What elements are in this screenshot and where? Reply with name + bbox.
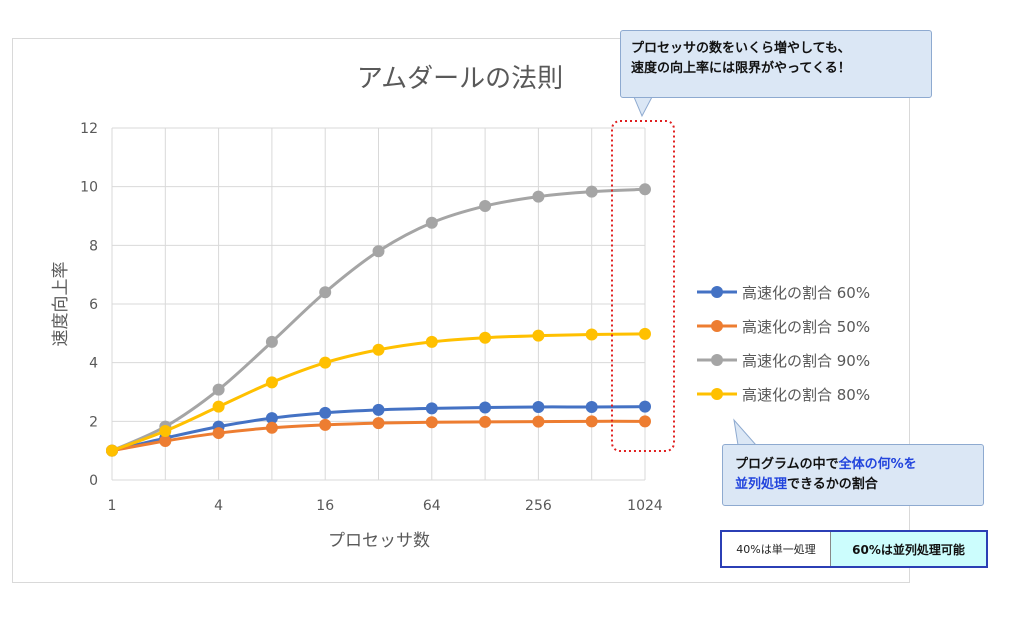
data-point <box>532 329 545 342</box>
legend-label: 高速化の割合 50% <box>742 318 870 336</box>
data-point <box>639 400 651 413</box>
legend: 高速化の割合 60% 高速化の割合 50% 高速化の割合 90% 高速化の割合 80% <box>697 284 870 404</box>
y-tick-label: 12 <box>80 121 98 137</box>
data-point <box>479 331 492 344</box>
data-point <box>425 416 438 429</box>
legend-label: 高速化の割合 90% <box>742 352 870 370</box>
y-axis-label: 速度向上率 <box>51 262 71 347</box>
data-point <box>532 400 545 413</box>
data-point <box>585 328 598 341</box>
data-point <box>639 415 651 428</box>
data-point <box>425 216 438 229</box>
data-point <box>639 327 651 340</box>
data-point <box>212 427 225 440</box>
callout-parallel-ratio: プログラムの中で全体の何%を 並列処理できるかの割合 <box>722 444 984 506</box>
x-tick-label: 1 <box>108 498 117 514</box>
legend-marker <box>711 320 723 332</box>
data-point <box>265 335 278 348</box>
ratio-serial: 40%は単一処理 <box>722 532 831 566</box>
data-point <box>479 401 492 414</box>
ratio-parallel: 60%は並列処理可能 <box>831 532 986 566</box>
x-tick-label: 256 <box>525 498 552 514</box>
y-tick-label: 0 <box>89 473 98 489</box>
data-point <box>372 417 385 430</box>
data-point <box>585 185 598 198</box>
callout-limit-line1: プロセッサの数をいくら増やしても、 <box>631 41 851 56</box>
x-axis-ticks: 1 4 16 64 256 1024 <box>108 498 663 514</box>
data-point <box>319 418 332 431</box>
data-point <box>425 335 438 348</box>
callout-highlight-2: 並列処理 <box>735 477 788 492</box>
limit-highlight-box <box>611 120 675 452</box>
ratio-box: 40%は単一処理 60%は並列処理可能 <box>720 530 988 568</box>
legend-label: 高速化の割合 60% <box>742 284 870 302</box>
series-group <box>106 183 651 457</box>
data-point <box>585 400 598 413</box>
x-axis-label: プロセッサ数 <box>328 531 430 551</box>
data-point <box>372 403 385 416</box>
data-point <box>479 415 492 428</box>
callout-text-pre: プログラムの中で <box>735 457 839 472</box>
data-point <box>212 400 225 413</box>
x-tick-label: 1024 <box>627 498 663 514</box>
callout-text-post: できるかの割合 <box>787 477 878 492</box>
callout-limit-line2: 速度の向上率には限界がやってくる！ <box>631 61 851 76</box>
x-tick-label: 4 <box>214 498 223 514</box>
data-point <box>106 444 118 457</box>
legend-marker <box>711 354 723 366</box>
y-axis-ticks: 0 2 4 6 8 10 12 <box>80 121 98 489</box>
callout-top-tail <box>633 96 653 118</box>
data-point <box>372 343 385 356</box>
callout-bottom-tail <box>733 418 758 446</box>
legend-label: 高速化の割合 80% <box>742 386 870 404</box>
y-tick-label: 4 <box>89 356 98 372</box>
legend-marker <box>711 388 723 400</box>
y-tick-label: 2 <box>89 414 98 430</box>
series-line <box>111 187 646 453</box>
data-point <box>585 415 598 428</box>
legend-marker <box>711 286 723 298</box>
data-point <box>425 402 438 415</box>
data-point <box>532 415 545 428</box>
data-point <box>319 286 332 299</box>
y-tick-label: 8 <box>89 238 98 254</box>
data-point <box>479 200 492 213</box>
callout-limit: プロセッサの数をいくら増やしても、 速度の向上率には限界がやってくる！ <box>620 30 932 98</box>
x-tick-label: 16 <box>316 498 334 514</box>
data-point <box>319 406 332 419</box>
data-point <box>639 183 651 196</box>
data-point <box>319 356 332 369</box>
data-point <box>532 190 545 203</box>
callout-highlight-1: 全体の何%を <box>838 457 917 472</box>
chart-title: アムダールの法則 <box>357 64 563 94</box>
y-tick-label: 10 <box>80 180 98 196</box>
data-point <box>265 376 278 389</box>
data-point <box>159 425 172 438</box>
y-tick-label: 6 <box>89 297 98 313</box>
data-point <box>265 421 278 434</box>
data-point <box>212 383 225 396</box>
data-point <box>265 412 278 425</box>
x-tick-label: 64 <box>423 498 441 514</box>
data-point <box>159 434 172 447</box>
data-point <box>372 245 385 258</box>
